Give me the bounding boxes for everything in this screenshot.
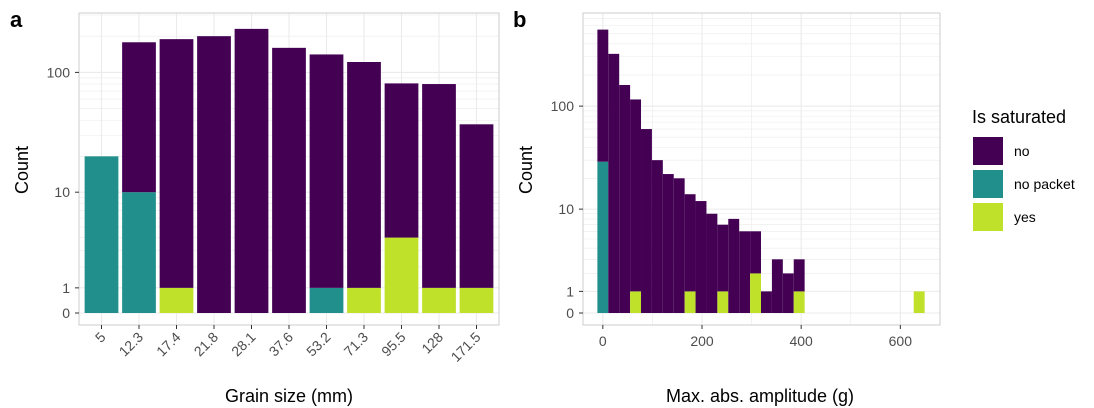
bar-b-no-110 [651,160,663,313]
panel-a-x-tick-label: 95.5 [378,329,409,360]
panel-b: b 0 1 10 100 0 200 400 600 Max. abs. amplitude… [513,7,941,406]
panel-b-bars [597,29,925,313]
panel-a-x-tick-label: 171.5 [448,329,484,365]
panel-b-y-tick-label: 0 [566,305,574,321]
bar-a-no-12.3 [122,42,156,193]
bar-a-no-128 [422,84,456,288]
bar-a-no-28.1 [234,28,269,314]
legend-label-no: no [1014,143,1030,159]
panel-b-x-tick-label: 600 [889,333,913,349]
bar-b-no-66 [630,99,642,292]
bar-b-yes-308 [750,273,762,313]
legend-title: Is saturated [972,107,1066,127]
panel-a-bars [84,28,494,314]
panel-b-y-tick-label: 100 [551,98,575,114]
bar-a-yes-17.4 [159,287,194,313]
bar-b-no-132 [662,174,674,313]
legend-label-no-packet: no packet [1014,176,1075,192]
bar-a-yes-128 [422,287,456,313]
bar-b-yes-396 [793,291,805,313]
panel-a-letter: a [10,7,23,32]
bar-b-no-264 [728,218,740,313]
panel-b-x-ticks: 0 200 400 600 [599,325,912,349]
panel-a-x-tick-label: 28.1 [228,329,259,360]
legend: Is saturated no no packet yes [972,107,1075,231]
bar-b-yes-176 [684,291,696,313]
bar-a-no-171.5 [459,124,494,288]
panel-a-y-tick-label: 1 [62,280,70,296]
bar-b-no-44 [619,84,631,313]
legend-label-yes: yes [1014,209,1036,225]
legend-keys: no no packet yes [973,137,1075,231]
bar-a-no-packet-12.3 [122,192,156,313]
panel-b-y-tick-label: 1 [566,283,574,299]
panel-a-x-tick-label: 12.3 [116,329,147,360]
panel-b-x-tick-label: 200 [690,333,714,349]
panel-b-x-tick-label: 0 [599,333,607,349]
panel-b-x-tick-label: 400 [789,333,813,349]
panel-a-x-tick-label: 21.8 [191,329,222,360]
panel-a-x-tick-label: 53.2 [303,329,334,360]
bar-b-no-176 [684,194,696,292]
panel-a-y-title: Count [12,146,32,194]
bar-a-no-packet-5 [84,156,119,313]
panel-a-x-tick-label: 128 [418,329,446,357]
bar-b-no-packet-0 [597,161,609,313]
bar-b-yes-66 [630,291,642,313]
bar-a-yes-71.3 [347,287,381,313]
bar-b-no-242 [717,224,729,292]
bar-b-yes-242 [717,291,729,313]
panel-b-y-title: Count [516,146,536,194]
bar-a-no-17.4 [159,39,194,288]
bar-b-no-220 [706,213,718,313]
panel-a: a 0 1 10 100 5 12.3 17.4 21.8 28.1 37.6 53.2 71.3 9… [10,7,500,406]
panel-a-x-tick-label: 17.4 [153,329,184,360]
panel-b-border [582,12,941,326]
bar-b-no-154 [673,178,685,313]
panel-a-y-ticks: 0 1 10 100 [47,64,79,321]
bar-a-no-packet-53.2 [309,287,344,313]
panel-a-x-tick-label: 5 [92,329,109,346]
bar-a-no-95.5 [384,83,419,238]
bar-b-no-396 [793,259,805,292]
legend-key-yes [973,203,1003,231]
bar-b-no-286 [739,231,751,313]
bar-b-no-374 [782,273,794,313]
panel-a-y-tick-label: 100 [47,64,71,80]
bar-a-no-71.3 [347,62,381,288]
bar-a-yes-95.5 [384,237,419,313]
bar-b-yes-638 [913,291,925,313]
bar-b-no-88 [641,129,652,313]
panel-a-x-tick-label: 71.3 [341,329,372,360]
bar-b-no-352 [771,259,783,313]
panel-a-x-ticks: 5 12.3 17.4 21.8 28.1 37.6 53.2 71.3 95.5 128 171.… [92,325,484,365]
bar-b-no-22 [608,53,620,313]
panel-a-y-tick-label: 10 [54,184,70,200]
panel-b-letter: b [513,7,526,32]
bar-b-no-308 [750,231,762,274]
panel-b-x-title: Max. abs. amplitude (g) [666,386,854,406]
bar-b-no-0 [597,29,609,162]
panel-b-y-ticks: 0 1 10 100 [551,98,583,321]
panel-b-y-tick-label: 10 [558,201,574,217]
bar-a-no-37.6 [272,47,306,313]
panel-a-x-title: Grain size (mm) [225,386,353,406]
bar-a-yes-171.5 [459,287,494,313]
panel-a-x-tick-label: 37.6 [266,329,297,360]
bar-a-no-21.8 [197,36,231,314]
bar-a-no-53.2 [309,54,344,288]
panel-a-y-tick-label: 0 [62,305,70,321]
bar-b-no-330 [761,291,772,313]
legend-key-no-packet [973,170,1003,198]
legend-key-no [973,137,1003,165]
bar-b-no-198 [695,201,707,313]
